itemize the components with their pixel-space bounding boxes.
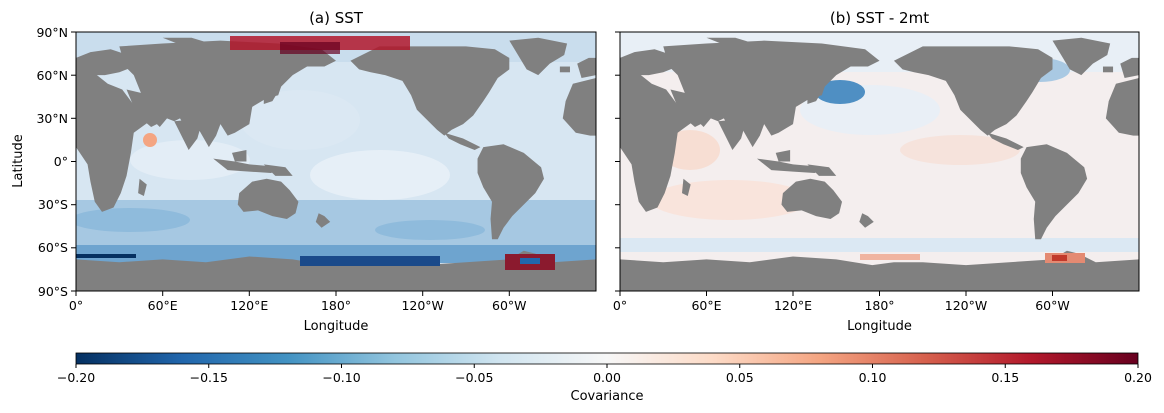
colorbar-tick-label: 0.00 xyxy=(593,370,621,385)
colorbar: −0.20 −0.15 −0.10 −0.05 0.00 0.05 0.10 0… xyxy=(57,352,1152,404)
colorbar-ticks: −0.20 −0.15 −0.10 −0.05 0.00 0.05 0.10 0… xyxy=(57,364,1152,385)
panel-a-xtick-label: 180° xyxy=(321,298,351,313)
panel-a-ylabel: Latitude xyxy=(11,134,26,188)
panel-a-xtick-label: 120°W xyxy=(401,298,443,313)
panel-b-xaxis: 0° 60°E 120°E 180° 120°W 60°W xyxy=(613,291,1070,313)
panel-b-xlabel: Longitude xyxy=(847,319,912,334)
colorbar-tick-label: −0.15 xyxy=(190,370,228,385)
panel-b-map xyxy=(620,32,1139,291)
panel-b-xtick-label: 120°E xyxy=(774,298,812,313)
colorbar-tick-label: 0.15 xyxy=(991,370,1019,385)
panel-a-title: (a) SST xyxy=(309,9,364,27)
panel-b-title: (b) SST - 2mt xyxy=(830,9,929,27)
panel-a-map xyxy=(76,32,596,291)
colorbar-label: Covariance xyxy=(571,389,644,404)
panel-a-xlabel: Longitude xyxy=(304,319,369,334)
panel-a-ytick-label: 60°N xyxy=(36,68,68,83)
panel-a-ytick-label: 30°S xyxy=(38,197,68,212)
colorbar-tick-label: 0.10 xyxy=(859,370,887,385)
panel-a-ytick-label: 0° xyxy=(54,154,68,169)
panel-b-xtick-label: 0° xyxy=(613,298,627,313)
panel-a-antarctic-anomaly xyxy=(300,256,440,266)
panel-a: (a) SST xyxy=(11,9,597,334)
panel-b-xtick-label: 180° xyxy=(864,298,894,313)
panel-a-ytick-label: 30°N xyxy=(36,111,68,126)
colorbar-tick-label: −0.20 xyxy=(57,370,95,385)
panel-a-xtick-label: 60°E xyxy=(148,298,178,313)
panel-b-xtick-label: 120°W xyxy=(945,298,987,313)
panel-a-xtick-label: 120°E xyxy=(230,298,268,313)
panel-a-ytick-label: 60°S xyxy=(38,240,68,255)
panel-a-anomaly-field xyxy=(76,32,596,263)
colorbar-tick-label: 0.05 xyxy=(726,370,754,385)
panel-b-xtick-label: 60°W xyxy=(1035,298,1070,313)
panel-a-yaxis: 90°N 60°N 30°N 0° 30°S 60°S 90°S xyxy=(36,25,76,299)
panel-a-xaxis: 0° 60°E 120°E 180° 120°W 60°W xyxy=(69,291,527,313)
panel-b: (b) SST - 2mt xyxy=(613,9,1140,334)
panel-a-xtick-label: 0° xyxy=(69,298,83,313)
colorbar-gradient xyxy=(75,352,1139,365)
panel-b-yaxis xyxy=(615,31,620,292)
colorbar-tick-label: −0.05 xyxy=(455,370,493,385)
panel-a-ytick-label: 90°N xyxy=(36,25,68,40)
panel-a-ytick-label: 90°S xyxy=(38,284,68,299)
colorbar-tick-label: −0.10 xyxy=(322,370,360,385)
colorbar-tick-label: 0.20 xyxy=(1124,370,1152,385)
panel-a-xtick-label: 60°W xyxy=(492,298,527,313)
panel-b-xtick-label: 60°E xyxy=(691,298,721,313)
